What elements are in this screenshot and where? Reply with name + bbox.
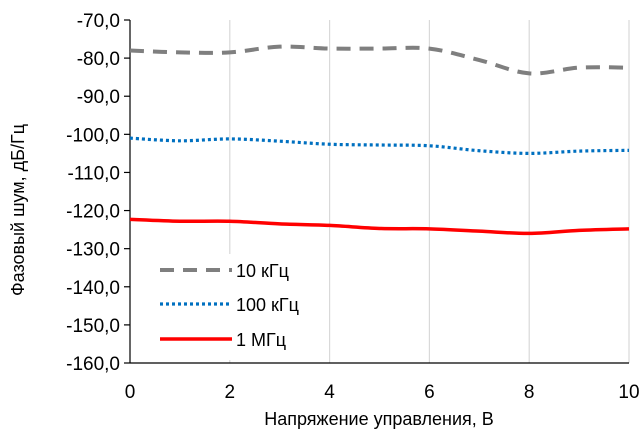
x-tick-label: 8 xyxy=(524,382,535,403)
y-tick-label: -130,0 xyxy=(66,240,120,261)
y-tick-label: -70,0 xyxy=(77,11,120,32)
y-tick-label: -160,0 xyxy=(66,354,120,375)
legend: 10 кГц 100 кГц 1 МГц xyxy=(150,254,325,360)
series-line-100-кгц xyxy=(129,136,630,155)
y-tick-label: -100,0 xyxy=(66,125,120,146)
x-tick-label: 4 xyxy=(324,382,335,403)
y-tick-label: -140,0 xyxy=(66,278,120,299)
series-line-1-мгц xyxy=(129,217,630,236)
x-tick-label: 0 xyxy=(125,382,136,403)
y-tick-label: -120,0 xyxy=(66,202,120,223)
x-tick-label: 6 xyxy=(424,382,435,403)
legend-label-10-кгц: 10 кГц xyxy=(236,261,289,281)
series-lines xyxy=(129,44,630,236)
series-line-10-кгц xyxy=(129,44,630,76)
y-tick-label: -90,0 xyxy=(77,87,120,108)
y-tick-label: -110,0 xyxy=(68,163,120,184)
y-tick-label: -150,0 xyxy=(66,316,120,337)
x-tick-label: 10 xyxy=(618,382,639,403)
x-axis-title: Напряжение управления, В xyxy=(264,409,494,429)
axes xyxy=(124,19,629,364)
tick-labels: -70,0 -80,0 -90,0 -100,0 -110,0 -120,0 -130,0 -… xyxy=(66,11,639,403)
y-axis-title: Фазовый шум, дБ/Гц xyxy=(8,124,28,296)
legend-label-1-мгц: 1 МГц xyxy=(236,330,286,350)
legend-label-100-кгц: 100 кГц xyxy=(236,295,299,315)
x-tick-label: 2 xyxy=(225,382,236,403)
y-tick-label: -80,0 xyxy=(77,49,120,70)
legend-box xyxy=(150,254,325,360)
